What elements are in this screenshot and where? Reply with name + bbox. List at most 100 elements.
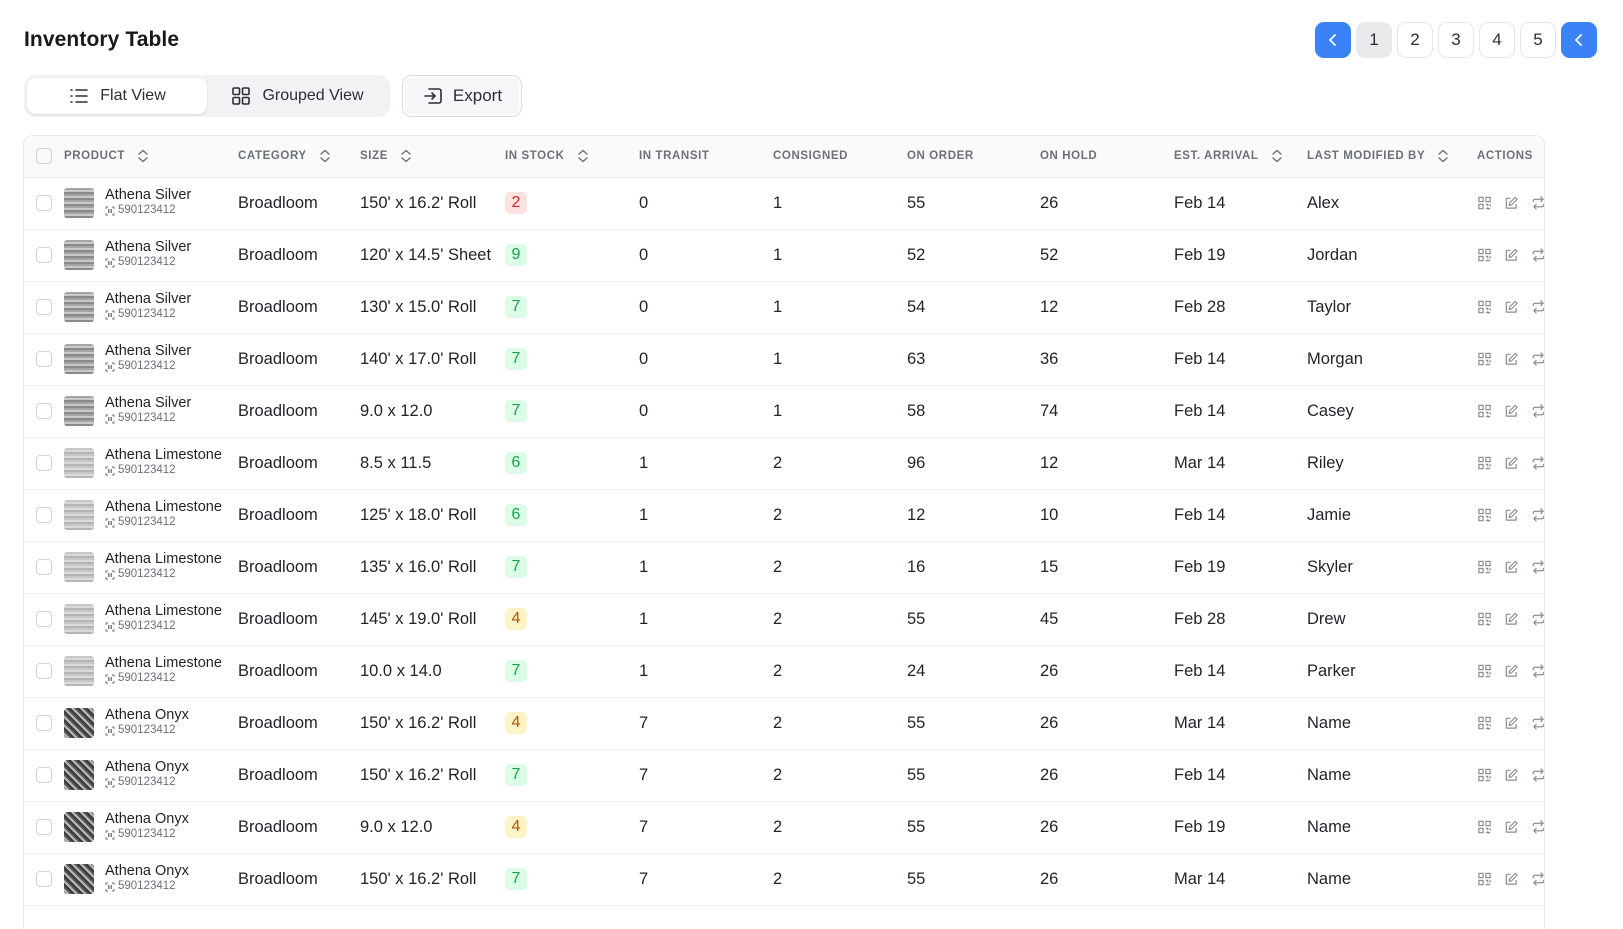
- row-checkbox[interactable]: [36, 715, 52, 732]
- page-button-1[interactable]: 1: [1356, 22, 1392, 58]
- table-row[interactable]: Athena Silver 590123412 Broadloom 140' x…: [24, 333, 1545, 385]
- table-row[interactable]: Athena Onyx 590123412 Broadloom 150' x 1…: [24, 749, 1545, 801]
- edit-icon[interactable]: [1504, 767, 1519, 783]
- on-order-cell: 55: [907, 869, 926, 888]
- edit-icon[interactable]: [1504, 507, 1519, 523]
- next-page-button[interactable]: [1561, 22, 1597, 58]
- edit-icon[interactable]: [1504, 663, 1519, 679]
- row-checkbox[interactable]: [36, 871, 52, 888]
- table-row[interactable]: Athena Onyx 590123412 Broadloom 150' x 1…: [24, 697, 1545, 749]
- column-header-category[interactable]: CATEGORY: [238, 136, 360, 178]
- table-row[interactable]: Athena Silver 590123412 Broadloom 130' x…: [24, 281, 1545, 333]
- page-button-4[interactable]: 4: [1479, 22, 1515, 58]
- qr-code-icon[interactable]: [1477, 247, 1492, 263]
- qr-code-icon[interactable]: [1477, 819, 1492, 835]
- qr-code-icon[interactable]: [1477, 871, 1492, 887]
- row-checkbox[interactable]: [36, 195, 52, 212]
- table-row[interactable]: Athena Limestone 590123412 Broadloom 10.…: [24, 645, 1545, 697]
- qr-code-icon[interactable]: [1477, 507, 1492, 523]
- edit-icon[interactable]: [1504, 299, 1519, 315]
- transfer-icon[interactable]: [1531, 715, 1545, 731]
- qr-code-icon[interactable]: [1477, 715, 1492, 731]
- transfer-icon[interactable]: [1531, 195, 1545, 211]
- column-header-est-arrival[interactable]: EST. ARRIVAL: [1174, 136, 1307, 178]
- row-checkbox[interactable]: [36, 611, 52, 628]
- row-checkbox[interactable]: [36, 819, 52, 836]
- qr-code-icon[interactable]: [1477, 299, 1492, 315]
- transfer-icon[interactable]: [1531, 247, 1545, 263]
- transfer-icon[interactable]: [1531, 351, 1545, 367]
- product-name: Athena Onyx: [105, 863, 189, 879]
- edit-icon[interactable]: [1504, 559, 1519, 575]
- edit-icon[interactable]: [1504, 403, 1519, 419]
- transfer-icon[interactable]: [1531, 819, 1545, 835]
- table-row[interactable]: Athena Limestone 590123412 Broadloom 135…: [24, 541, 1545, 593]
- flat-view-button[interactable]: Flat View: [27, 78, 207, 114]
- qr-code-icon[interactable]: [1477, 455, 1492, 471]
- transfer-icon[interactable]: [1531, 507, 1545, 523]
- transfer-icon[interactable]: [1531, 663, 1545, 679]
- edit-icon[interactable]: [1504, 715, 1519, 731]
- qr-code-icon[interactable]: [1477, 663, 1492, 679]
- transfer-icon[interactable]: [1531, 559, 1545, 575]
- transfer-icon[interactable]: [1531, 455, 1545, 471]
- est-arrival-cell: Mar 14: [1174, 453, 1226, 472]
- row-checkbox[interactable]: [36, 663, 52, 680]
- table-row[interactable]: Athena Silver 590123412 Broadloom 9.0 x …: [24, 385, 1545, 437]
- column-header-size[interactable]: SIZE: [360, 136, 505, 178]
- transfer-icon[interactable]: [1531, 871, 1545, 887]
- table-row[interactable]: Athena Limestone 590123412 Broadloom 125…: [24, 489, 1545, 541]
- qr-code-icon[interactable]: [1477, 559, 1492, 575]
- transfer-icon[interactable]: [1531, 767, 1545, 783]
- row-checkbox[interactable]: [36, 351, 52, 368]
- product-cell: Athena Limestone 590123412: [64, 552, 238, 582]
- row-checkbox[interactable]: [36, 247, 52, 264]
- page-button-3[interactable]: 3: [1438, 22, 1474, 58]
- row-checkbox[interactable]: [36, 559, 52, 576]
- transfer-icon[interactable]: [1531, 403, 1545, 419]
- on-order-cell: 96: [907, 453, 926, 472]
- edit-icon[interactable]: [1504, 611, 1519, 627]
- edit-icon[interactable]: [1504, 195, 1519, 211]
- edit-icon[interactable]: [1504, 247, 1519, 263]
- qr-code-icon[interactable]: [1477, 195, 1492, 211]
- table-row[interactable]: Athena Silver 590123412 Broadloom 150' x…: [24, 177, 1545, 229]
- in-transit-cell: 0: [639, 245, 649, 264]
- edit-icon[interactable]: [1504, 871, 1519, 887]
- row-checkbox[interactable]: [36, 403, 52, 420]
- page-button-2[interactable]: 2: [1397, 22, 1433, 58]
- page-button-5[interactable]: 5: [1520, 22, 1556, 58]
- qr-code-icon[interactable]: [1477, 351, 1492, 367]
- column-header-last-modified-by[interactable]: LAST MODIFIED BY: [1307, 136, 1477, 178]
- row-checkbox[interactable]: [36, 299, 52, 316]
- edit-icon[interactable]: [1504, 455, 1519, 471]
- table-row[interactable]: Athena Limestone 590123412 Broadloom 8.5…: [24, 437, 1545, 489]
- table-row[interactable]: Athena Onyx 590123412 Broadloom 150' x 1…: [24, 853, 1545, 905]
- column-header-product[interactable]: PRODUCT: [64, 136, 238, 178]
- table-row[interactable]: Athena Silver 590123412 Broadloom 120' x…: [24, 229, 1545, 281]
- qr-code-icon[interactable]: [1477, 611, 1492, 627]
- consigned-cell: 1: [773, 193, 783, 212]
- est-arrival-cell: Feb 14: [1174, 661, 1226, 680]
- export-button[interactable]: Export: [402, 75, 522, 117]
- modified-by-cell: Morgan: [1307, 349, 1363, 368]
- select-all-checkbox[interactable]: [36, 148, 52, 165]
- row-checkbox[interactable]: [36, 455, 52, 472]
- edit-icon[interactable]: [1504, 819, 1519, 835]
- transfer-icon[interactable]: [1531, 299, 1545, 315]
- edit-icon[interactable]: [1504, 351, 1519, 367]
- row-checkbox[interactable]: [36, 767, 52, 784]
- row-checkbox[interactable]: [36, 507, 52, 524]
- qr-code-icon[interactable]: [1477, 767, 1492, 783]
- size-cell: 150' x 16.2' Roll: [360, 869, 477, 888]
- column-header-in-stock[interactable]: IN STOCK: [505, 136, 639, 178]
- grouped-view-button[interactable]: Grouped View: [207, 78, 387, 114]
- transfer-icon[interactable]: [1531, 611, 1545, 627]
- table-row[interactable]: Athena Onyx 590123412 Broadloom 9.0 x 12…: [24, 801, 1545, 853]
- prev-page-button[interactable]: [1315, 22, 1351, 58]
- product-thumbnail: [64, 240, 94, 270]
- row-actions: [1477, 299, 1545, 315]
- table-row[interactable]: Athena Limestone 590123412 Broadloom 145…: [24, 593, 1545, 645]
- grouped-view-label: Grouped View: [262, 87, 364, 104]
- qr-code-icon[interactable]: [1477, 403, 1492, 419]
